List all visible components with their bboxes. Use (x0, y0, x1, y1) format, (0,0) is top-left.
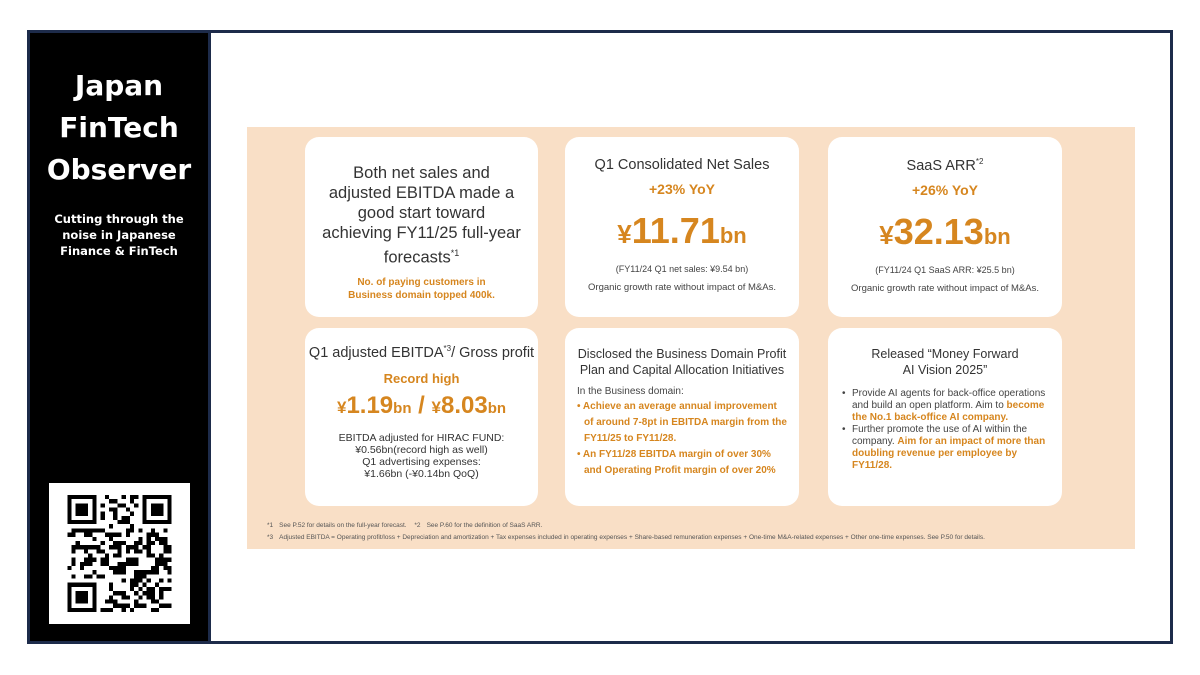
net-sales-card: Q1 Consolidated Net Sales +23% YoY ¥11.7… (565, 137, 799, 317)
kpi-value: ¥32.13bn (828, 210, 1062, 257)
tagline-line: Finance & FinTech (60, 244, 178, 258)
title-line: AI Vision 2025” (902, 363, 988, 377)
kpi-organic: Organic growth rate without impact of M&… (588, 282, 776, 293)
title-line: Disclosed the Business Domain Profit (577, 347, 787, 361)
value-number: 8.03 (440, 391, 488, 419)
currency-symbol: ¥ (879, 219, 894, 250)
kpi-organic: Organic growth rate without impact of M&… (851, 282, 1039, 294)
paying-customers-note: No. of paying customers in Business doma… (305, 276, 538, 302)
brand-line: Observer (46, 153, 192, 186)
footnote-mark: *2 (414, 522, 421, 529)
bullet-list: Achieve an average annual improvement of… (565, 399, 799, 479)
tagline: Cutting through the noise in Japanese Fi… (30, 211, 208, 259)
tagline-line: Cutting through the (54, 212, 184, 226)
footnote-ref: *2 (975, 157, 984, 166)
detail-line: EBITDA adjusted for HIRAC FUND: (338, 431, 505, 444)
kpi-growth: +23% YoY (648, 181, 716, 197)
list-item: Provide AI agents for back-office operat… (840, 388, 1050, 424)
footnote-ref: *3 (443, 344, 452, 353)
headline-line: achieving FY11/25 full-year (322, 224, 521, 242)
ebitda-card: Q1 adjusted EBITDA*3/ Gross profit Recor… (305, 328, 538, 506)
kpi-title: SaaS ARR*2 (828, 157, 1062, 174)
footnote-text: See P.60 for the definition of SaaS ARR. (426, 522, 543, 529)
currency-symbol: ¥ (617, 219, 632, 249)
ai-vision-card: Released “Money Forward AI Vision 2025” … (828, 328, 1062, 506)
value-unit: bn (983, 223, 1011, 249)
list-item: An FY11/28 EBITDA margin of over 30% and… (577, 447, 787, 479)
headline-line: adjusted EBITDA made a (328, 184, 515, 202)
footnote-mark: *1 (267, 522, 274, 529)
bullet-highlight: Aim for an impact of more than doubling … (852, 436, 1046, 471)
value-number: 11.71 (631, 210, 720, 251)
brand-line: FinTech (59, 111, 179, 144)
title-line: Released “Money Forward (871, 347, 1019, 361)
list-item: Achieve an average annual improvement of… (577, 399, 787, 447)
summary-headline: Both net sales and adjusted EBITDA made … (305, 163, 538, 268)
headline-line: Both net sales and (353, 164, 490, 182)
detail-line: ¥1.66bn (-¥0.14bn QoQ) (364, 467, 479, 480)
kpi-title: Q1 Consolidated Net Sales (594, 157, 770, 173)
headline-line: forecasts (383, 248, 451, 267)
sub-line: No. of paying customers in (357, 276, 486, 288)
kpi-title-text: Q1 adjusted EBITDA (308, 344, 444, 361)
headline-line: good start toward (357, 204, 486, 222)
kpi-title-text: SaaS ARR (906, 157, 976, 174)
bullet-text: Provide AI agents for back-office operat… (852, 388, 1046, 411)
page-frame: Japan FinTech Observer Cutting through t… (27, 30, 1173, 644)
footnotes: *1 See P.52 for details on the full-year … (267, 520, 991, 544)
ebitda-details: EBITDA adjusted for HIRAC FUND: ¥0.56bn(… (305, 432, 538, 480)
sub-line: Business domain topped 400k. (348, 289, 495, 301)
kpi-title-text: / Gross profit (451, 344, 535, 361)
value-unit: bn (487, 399, 507, 417)
sidebar: Japan FinTech Observer Cutting through t… (30, 33, 211, 641)
lead-text: In the Business domain: (577, 386, 684, 397)
slide: Both net sales and adjusted EBITDA made … (247, 127, 1135, 549)
footnote-mark: *3 (267, 534, 274, 541)
bullet-highlight: become the No.1 back-office AI company. (852, 400, 1045, 423)
kpi-title: Q1 adjusted EBITDA*3/ Gross profit (305, 344, 538, 361)
kpi-value: ¥11.71bn (565, 211, 799, 256)
profit-plan-card: Disclosed the Business Domain Profit Pla… (565, 328, 799, 506)
detail-line: Q1 advertising expenses: (362, 455, 481, 468)
brand-line: Japan (74, 69, 164, 102)
title-line: Plan and Capital Allocation Initiatives (579, 363, 785, 377)
saas-arr-card: SaaS ARR*2 +26% YoY ¥32.13bn (FY11/24 Q1… (828, 137, 1062, 317)
value-unit: bn (719, 223, 747, 248)
card-title: Disclosed the Business Domain Profit Pla… (565, 346, 799, 378)
tagline-line: noise in Japanese (62, 228, 176, 242)
value-separator: / (411, 391, 432, 419)
brand-name: Japan FinTech Observer (30, 65, 208, 191)
bullet-list: Provide AI agents for back-office operat… (828, 388, 1062, 472)
list-item: Further promote the use of AI within the… (840, 424, 1050, 472)
kpi-value: ¥1.19bn / ¥8.03bn (305, 392, 538, 420)
summary-card: Both net sales and adjusted EBITDA made … (305, 137, 538, 317)
detail-line: ¥0.56bn(record high as well) (355, 443, 488, 456)
footnote-text: Adjusted EBITDA = Operating profit/loss … (279, 534, 985, 541)
kpi-note: (FY11/24 Q1 SaaS ARR: ¥25.5 bn) (875, 264, 1015, 275)
footnote-text: See P.52 for details on the full-year fo… (279, 522, 407, 529)
footnote-ref: *1 (450, 248, 460, 258)
currency-symbol: ¥ (431, 397, 441, 417)
card-title: Released “Money Forward AI Vision 2025” (828, 346, 1062, 378)
value-unit: bn (393, 399, 412, 417)
value-number: 32.13 (893, 210, 984, 252)
currency-symbol: ¥ (336, 397, 347, 417)
bullet-text: Further promote the use of AI within the… (852, 424, 1028, 447)
value-number: 1.19 (346, 391, 394, 419)
kpi-note: (FY11/24 Q1 net sales: ¥9.54 bn) (615, 264, 749, 274)
qr-code-icon[interactable] (49, 483, 190, 624)
kpi-growth: +26% YoY (911, 181, 979, 198)
record-high-label: Record high (383, 370, 460, 386)
